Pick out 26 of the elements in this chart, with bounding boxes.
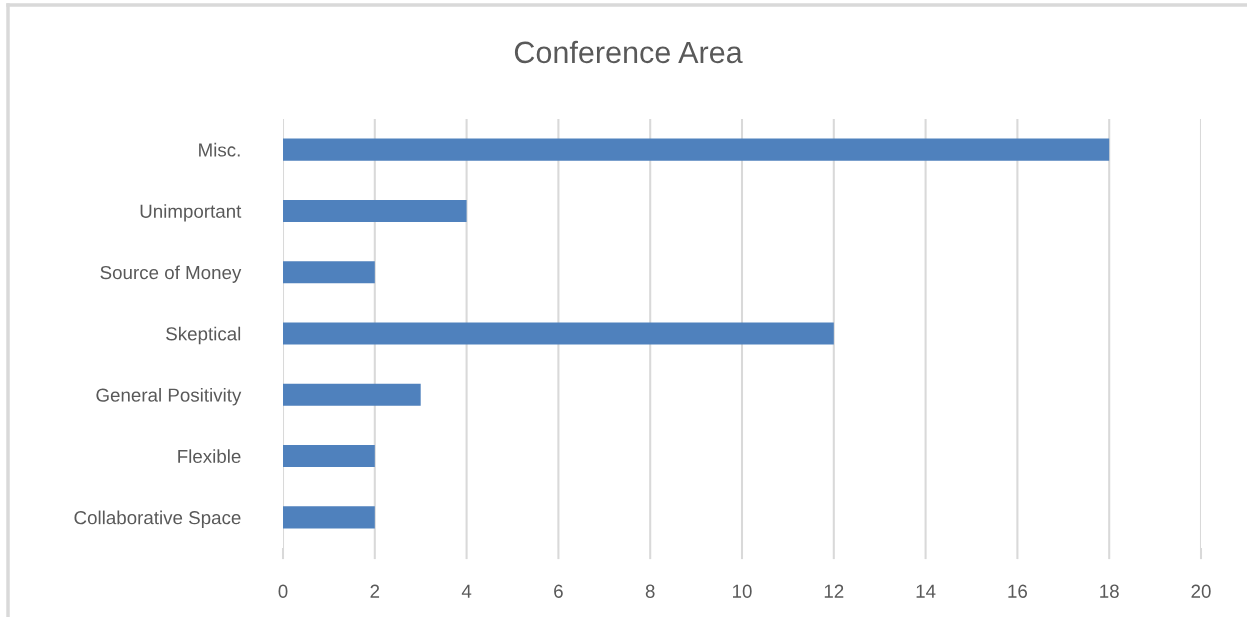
- y-tick-label: Collaborative Space: [74, 510, 241, 529]
- y-tick-label: Unimportant: [140, 204, 242, 222]
- y-tick-label: Flexible: [178, 449, 241, 464]
- x-tick-label: 12: [824, 584, 844, 598]
- y-tick-label: Skeptical: [166, 326, 241, 345]
- x-tick-label: 18: [1100, 584, 1119, 598]
- x-tick-label: 16: [1008, 584, 1027, 598]
- x-tick-label: 14: [916, 584, 936, 598]
- y-tick-label: Source of Money: [100, 265, 242, 283]
- x-tick-label: 0: [278, 584, 288, 598]
- x-tick-label: 20: [1191, 584, 1211, 598]
- bar: [283, 138, 1110, 161]
- bar: [283, 199, 467, 222]
- bar: [283, 445, 375, 468]
- bar: [283, 383, 421, 406]
- bar: [283, 261, 375, 284]
- chart-title: Conference Area: [514, 40, 743, 64]
- x-tick-label: 8: [645, 584, 655, 598]
- x-tick-label: 2: [370, 584, 380, 598]
- x-tick-label: 4: [461, 584, 472, 598]
- bar: [283, 506, 375, 529]
- y-tick-label: General Positivity: [96, 387, 242, 406]
- x-tick-label: 6: [554, 584, 563, 598]
- bar: [283, 322, 834, 345]
- y-tick-label: Misc.: [199, 142, 240, 157]
- x-tick-label: 10: [733, 584, 752, 598]
